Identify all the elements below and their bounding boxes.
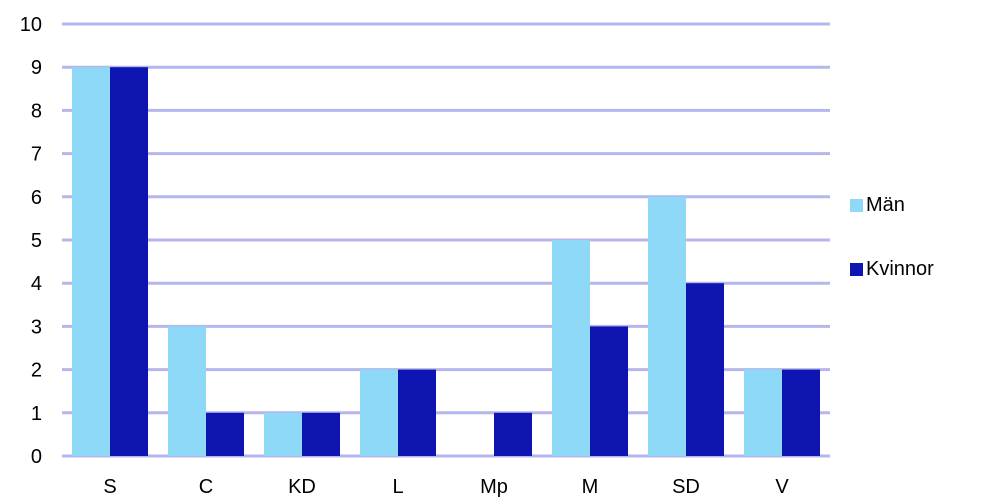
y-tick-label: 3 [31, 316, 42, 338]
legend-label: Män [866, 194, 905, 216]
x-tick-label: Mp [480, 476, 508, 498]
y-tick-label: 5 [31, 230, 42, 252]
bar-kd-kvinnor [302, 412, 340, 456]
legend-label: Kvinnor [866, 258, 934, 280]
y-tick-label: 0 [31, 446, 42, 468]
bar-m-man [552, 240, 590, 456]
y-tick-label: 1 [31, 403, 42, 425]
bar-c-man [168, 326, 206, 456]
bar-s-man [72, 67, 110, 456]
bar-sd-kvinnor [686, 283, 724, 456]
bar-l-man [360, 369, 398, 456]
bar-m-kvinnor [590, 326, 628, 456]
bar-kd-man [264, 412, 302, 456]
y-tick-label: 2 [31, 360, 42, 382]
x-tick-label: KD [288, 476, 316, 498]
x-axis-tick-labels: S C KD L Mp M SD V [103, 476, 789, 498]
x-tick-label: C [199, 476, 213, 498]
x-tick-label: V [775, 476, 789, 498]
legend-swatch [850, 263, 863, 276]
x-tick-label: L [392, 476, 403, 498]
bar-sd-man [648, 196, 686, 457]
legend-swatch [850, 199, 863, 212]
y-tick-label: 6 [31, 187, 42, 209]
bar-l-kvinnor [398, 369, 436, 456]
y-axis-tick-labels: 0 1 2 3 4 5 6 7 8 9 10 [20, 14, 42, 468]
bar-c-kvinnor [206, 412, 244, 456]
x-tick-label: S [103, 476, 116, 498]
bar-v-man [744, 369, 782, 456]
y-tick-label: 10 [20, 14, 42, 36]
bar-v-kvinnor [782, 369, 820, 456]
x-tick-label: M [582, 476, 599, 498]
y-tick-label: 9 [31, 57, 42, 79]
x-tick-label: SD [672, 476, 700, 498]
bar-s-kvinnor [110, 67, 148, 456]
y-tick-label: 7 [31, 144, 42, 166]
y-tick-label: 4 [31, 273, 42, 295]
bars [72, 67, 820, 457]
bar-mp-kvinnor [494, 412, 532, 456]
legend: Män Kvinnor [850, 194, 934, 280]
y-tick-label: 8 [31, 100, 42, 122]
